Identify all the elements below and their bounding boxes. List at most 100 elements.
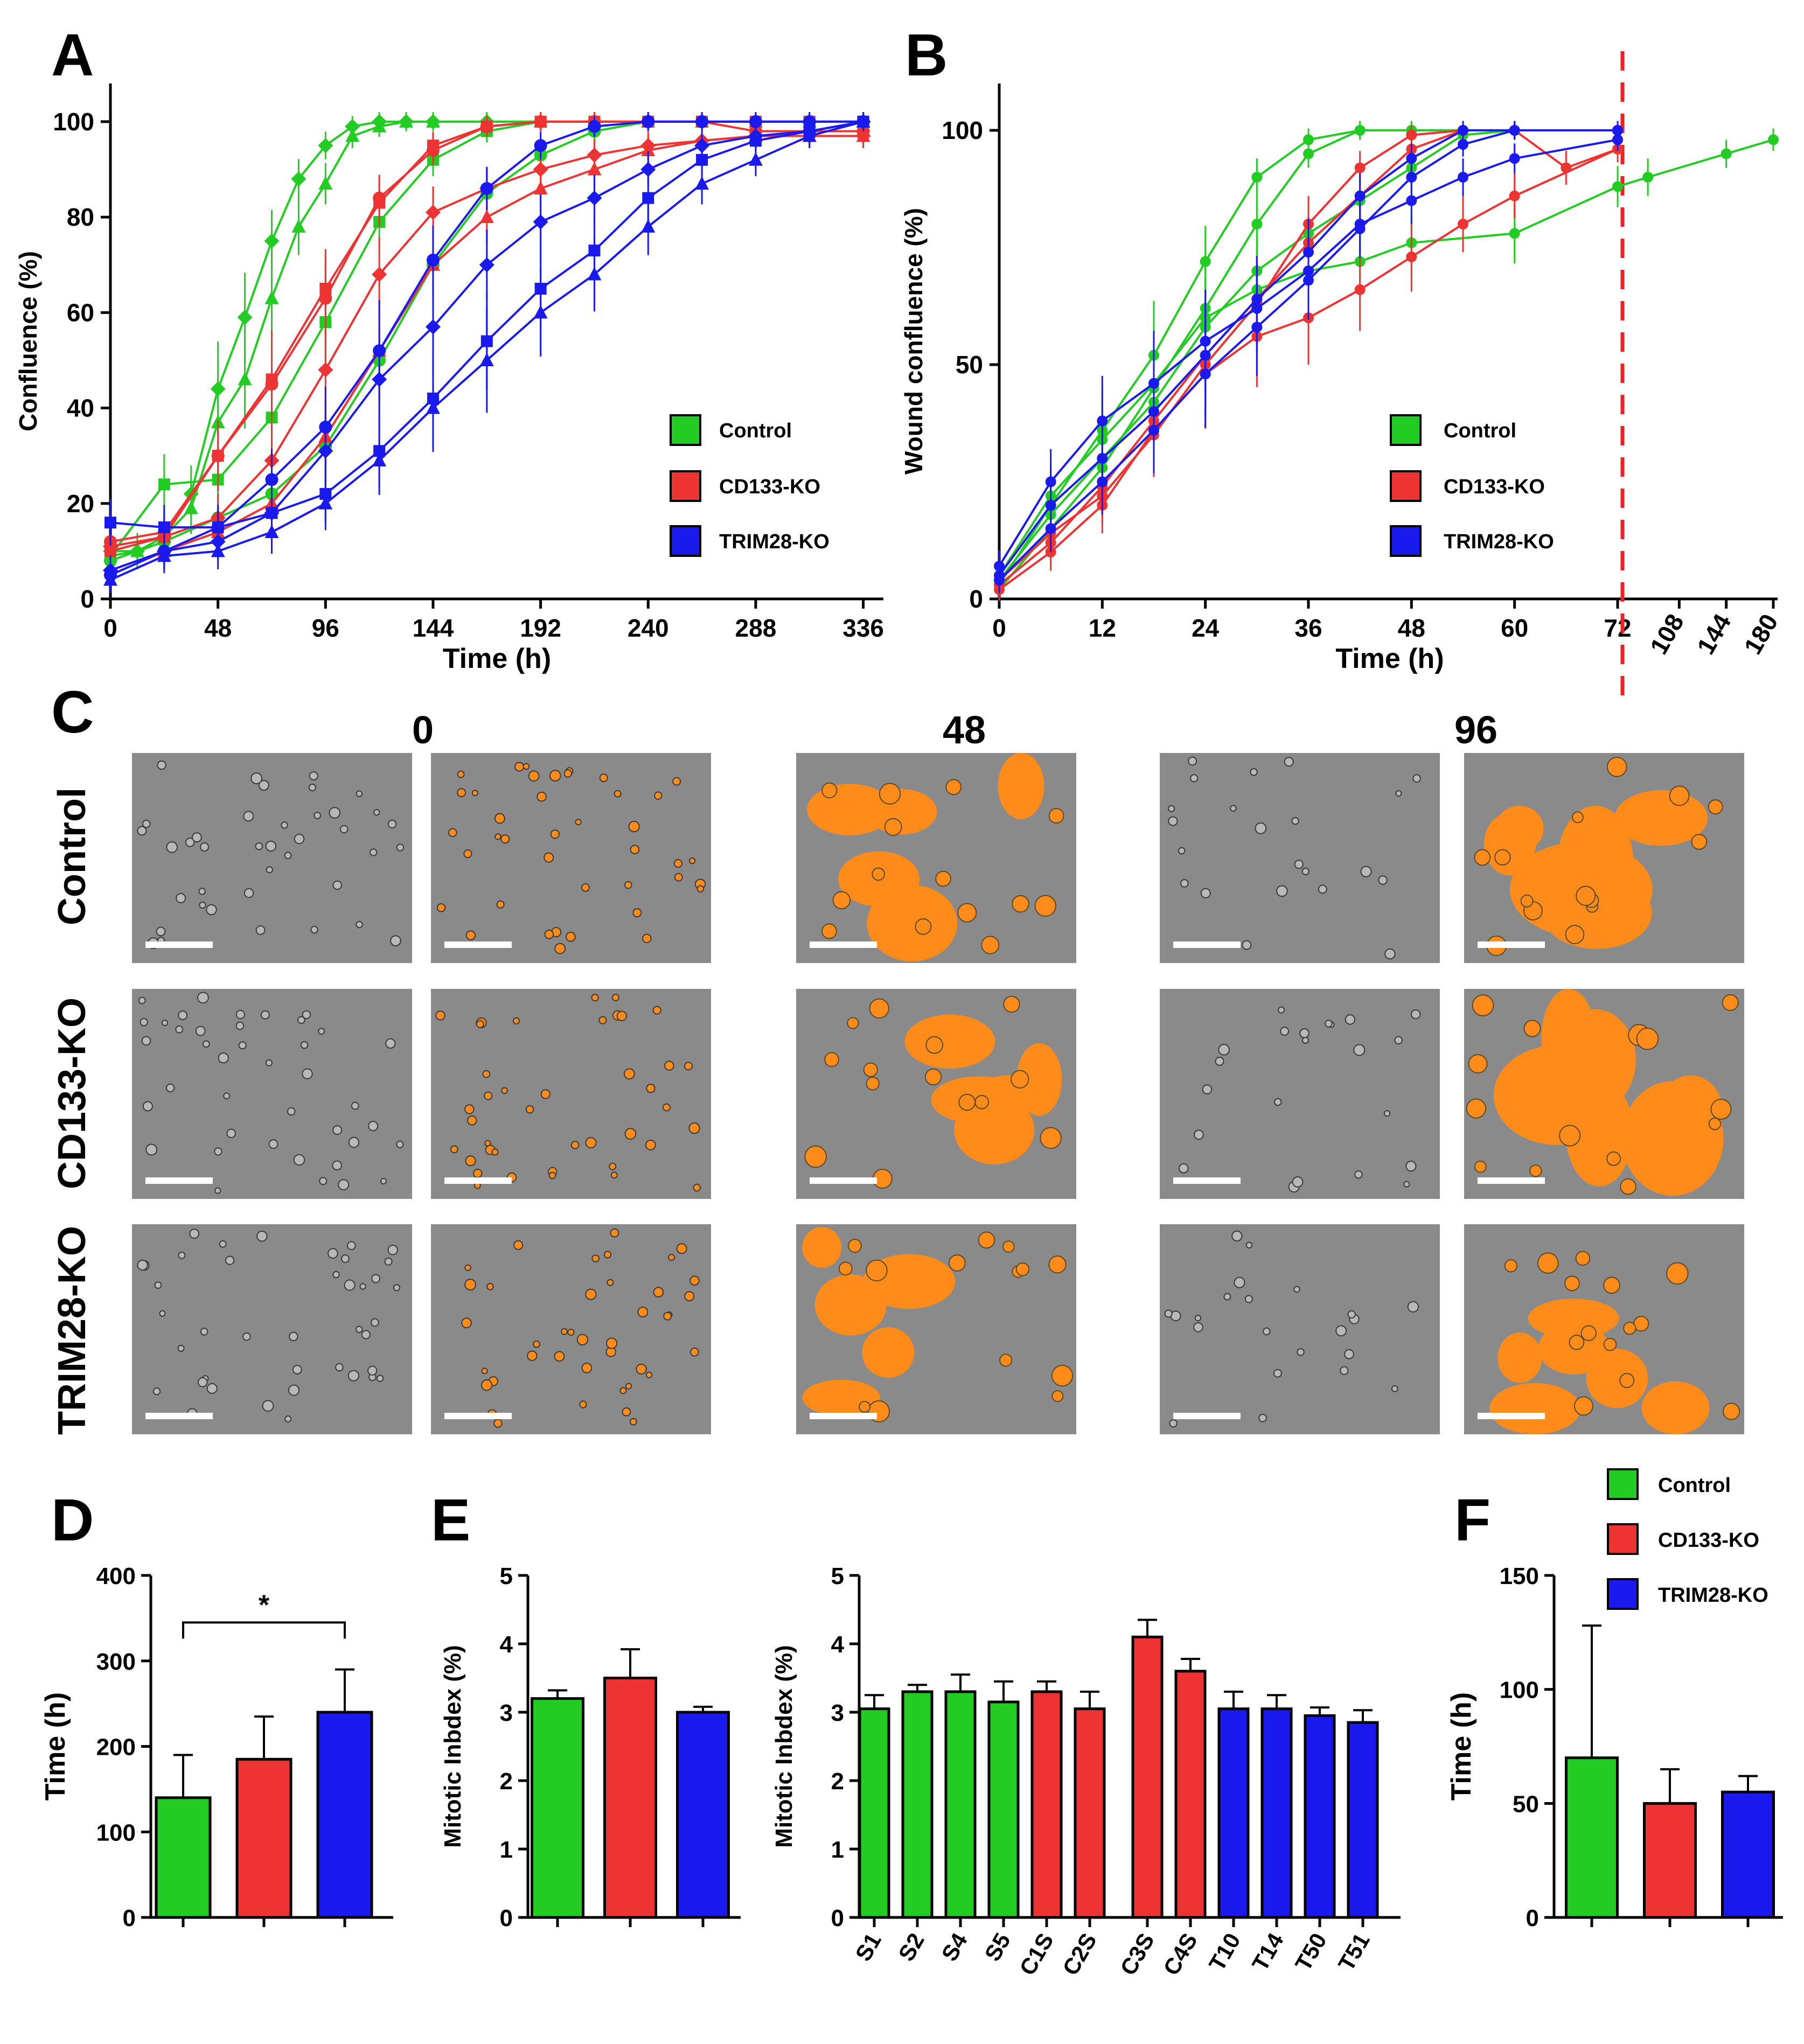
cell — [1411, 1009, 1421, 1020]
cell — [243, 888, 254, 898]
b-data-point — [1458, 219, 1468, 229]
cell — [347, 1370, 360, 1382]
cell — [359, 1283, 366, 1290]
micrograph-tile — [431, 753, 711, 963]
cell — [356, 1326, 363, 1333]
cell — [145, 1143, 158, 1156]
cell — [486, 1283, 494, 1290]
e2-x-tick-label: S1 — [850, 1929, 886, 1965]
e2-bar — [1304, 1714, 1336, 1919]
cell — [1571, 811, 1584, 824]
a-data-point — [318, 443, 333, 459]
a-x-axis-title: Time (h) — [443, 643, 551, 674]
cell — [284, 852, 292, 860]
cell — [1710, 1099, 1732, 1120]
cell — [494, 833, 502, 840]
cell — [302, 1010, 311, 1020]
cell — [197, 992, 209, 1004]
legend-a-trim28-label: TRIM28-KO — [719, 531, 830, 553]
a-data-point — [479, 257, 494, 273]
cell — [1244, 1295, 1253, 1303]
b-data-point — [1406, 251, 1417, 262]
b-data-point — [1354, 162, 1366, 173]
cell — [384, 1257, 393, 1266]
cell — [1293, 1286, 1300, 1293]
b-x-tick-label: 108 — [1645, 609, 1689, 659]
cell — [1405, 1160, 1417, 1172]
b-data-point — [1458, 139, 1468, 150]
cell — [178, 1010, 188, 1021]
e1-y-tick-label: 0 — [500, 1905, 513, 1931]
cell — [1472, 994, 1494, 1016]
cell-colony — [802, 1227, 841, 1268]
cell — [461, 1317, 472, 1329]
cell — [206, 904, 217, 916]
a-data-point — [264, 524, 279, 538]
a-data-point — [318, 496, 333, 510]
cell-colony — [904, 1014, 995, 1069]
cell — [328, 1248, 338, 1259]
legend-f-control-label: Control — [1658, 1474, 1731, 1497]
b-series-line — [998, 138, 1618, 567]
cell — [463, 849, 472, 859]
cell — [599, 773, 608, 783]
cell — [371, 1274, 381, 1283]
a-y-tick-label: 0 — [80, 585, 94, 613]
a-x-tick-label: 240 — [628, 614, 669, 642]
cell — [156, 926, 166, 937]
cell — [493, 1419, 503, 1428]
a-data-point — [103, 572, 117, 586]
b-data-point — [1354, 190, 1366, 201]
cell — [533, 1340, 540, 1348]
cell — [202, 1040, 210, 1048]
cell — [197, 1377, 208, 1387]
legend-a-control-swatch — [670, 414, 701, 446]
legend-a-trim28-swatch — [670, 525, 701, 557]
cell — [1218, 1044, 1230, 1056]
cell — [373, 809, 380, 816]
cell — [466, 1115, 477, 1126]
cell — [450, 1145, 458, 1154]
cell — [523, 763, 530, 770]
e2-y-tick-label: 5 — [831, 1563, 844, 1589]
cell — [1291, 817, 1299, 825]
e1-y-tick-label: 4 — [500, 1631, 513, 1658]
cell — [154, 1281, 162, 1289]
cell — [385, 1038, 396, 1049]
a-x-tick-label: 144 — [413, 614, 454, 642]
cell — [1178, 847, 1186, 855]
cell-colony — [1497, 1333, 1542, 1383]
cell — [284, 1415, 292, 1423]
cell — [1302, 1036, 1310, 1044]
panel-letter-c: C — [51, 679, 94, 745]
cell — [256, 1230, 268, 1242]
legend-a-cd133-label: CD133-KO — [719, 476, 820, 498]
cell — [332, 1160, 343, 1171]
cell — [480, 1379, 493, 1391]
a-data-point — [103, 539, 118, 554]
cell — [351, 1101, 359, 1110]
a-data-point — [318, 138, 333, 154]
cell — [293, 1154, 305, 1166]
cell — [178, 1251, 186, 1259]
scale-bar — [1478, 1177, 1545, 1184]
scale-bar — [1173, 1177, 1241, 1184]
cell-colony — [814, 1274, 887, 1336]
cell — [654, 791, 663, 800]
cell — [1297, 1348, 1305, 1356]
cell — [915, 918, 932, 935]
cell — [527, 1350, 538, 1361]
a-data-point — [265, 473, 278, 486]
cell — [494, 813, 505, 824]
panel-letter-e: E — [431, 1487, 470, 1553]
cell — [585, 1288, 597, 1300]
cell — [824, 1052, 839, 1068]
cell — [436, 903, 446, 912]
cell — [1294, 860, 1304, 869]
cell — [1344, 1349, 1354, 1359]
a-x-tick-label: 336 — [842, 614, 884, 642]
e2-bar — [858, 1707, 890, 1919]
cell — [1234, 1276, 1245, 1288]
cell — [141, 1036, 151, 1046]
